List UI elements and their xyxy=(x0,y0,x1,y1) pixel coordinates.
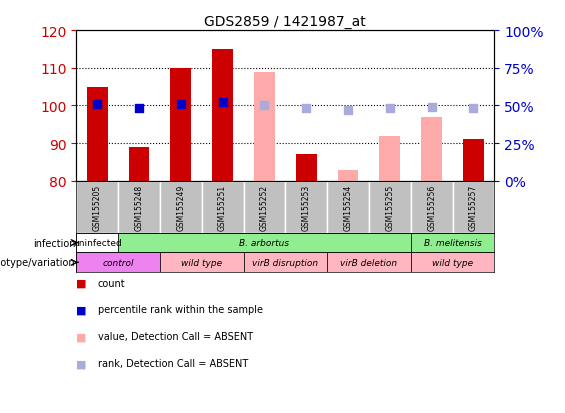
Text: value, Detection Call = ABSENT: value, Detection Call = ABSENT xyxy=(98,332,253,342)
Bar xyxy=(327,181,369,233)
Text: B. melitensis: B. melitensis xyxy=(424,238,481,247)
Text: GSM155252: GSM155252 xyxy=(260,184,269,230)
Point xyxy=(93,101,102,108)
Text: GSM155253: GSM155253 xyxy=(302,184,311,230)
Text: infection: infection xyxy=(33,238,76,248)
Text: GSM155254: GSM155254 xyxy=(344,184,353,230)
Bar xyxy=(411,253,494,273)
Bar xyxy=(212,50,233,181)
Text: GSM155249: GSM155249 xyxy=(176,184,185,230)
Bar xyxy=(411,233,494,253)
Text: control: control xyxy=(102,258,134,267)
Text: genotype/variation: genotype/variation xyxy=(0,258,76,268)
Point xyxy=(134,106,144,112)
Point xyxy=(469,106,478,112)
Bar xyxy=(411,181,453,233)
Bar xyxy=(160,253,244,273)
Point xyxy=(302,106,311,112)
Bar xyxy=(421,117,442,181)
Bar xyxy=(244,181,285,233)
Bar xyxy=(76,233,118,253)
Bar xyxy=(254,72,275,181)
Text: GSM155256: GSM155256 xyxy=(427,184,436,230)
Text: wild type: wild type xyxy=(432,258,473,267)
Text: ■: ■ xyxy=(76,332,87,342)
Text: GSM155248: GSM155248 xyxy=(134,184,144,230)
Bar xyxy=(87,88,107,181)
Text: virB disruption: virB disruption xyxy=(252,258,319,267)
Bar xyxy=(118,181,160,233)
Point xyxy=(218,100,227,107)
Point xyxy=(427,104,436,111)
Bar xyxy=(171,69,191,181)
Bar xyxy=(327,253,411,273)
Text: GSM155255: GSM155255 xyxy=(385,184,394,230)
Bar xyxy=(76,253,160,273)
Bar xyxy=(76,181,118,233)
Bar xyxy=(244,253,327,273)
Bar xyxy=(463,140,484,181)
Text: rank, Detection Call = ABSENT: rank, Detection Call = ABSENT xyxy=(98,358,248,368)
Text: GSM155257: GSM155257 xyxy=(469,184,478,230)
Text: count: count xyxy=(98,278,125,288)
Text: GSM155251: GSM155251 xyxy=(218,184,227,230)
Point xyxy=(344,107,353,114)
Bar xyxy=(160,181,202,233)
Point xyxy=(260,103,269,109)
Text: GSM155205: GSM155205 xyxy=(93,184,102,230)
Text: ■: ■ xyxy=(76,358,87,368)
Bar xyxy=(202,181,244,233)
Bar xyxy=(129,147,149,181)
Text: percentile rank within the sample: percentile rank within the sample xyxy=(98,305,263,315)
Title: GDS2859 / 1421987_at: GDS2859 / 1421987_at xyxy=(205,14,366,28)
Text: ■: ■ xyxy=(76,305,87,315)
Point xyxy=(176,101,185,108)
Text: B. arbortus: B. arbortus xyxy=(240,238,289,247)
Bar xyxy=(453,181,494,233)
Bar xyxy=(296,155,316,181)
Text: virB deletion: virB deletion xyxy=(340,258,398,267)
Bar xyxy=(369,181,411,233)
Bar xyxy=(285,181,327,233)
Bar xyxy=(380,136,400,181)
Bar xyxy=(338,170,359,181)
Text: uninfected: uninfected xyxy=(73,238,121,247)
Text: ■: ■ xyxy=(76,278,87,288)
Bar xyxy=(118,233,411,253)
Point xyxy=(385,106,394,112)
Text: wild type: wild type xyxy=(181,258,222,267)
